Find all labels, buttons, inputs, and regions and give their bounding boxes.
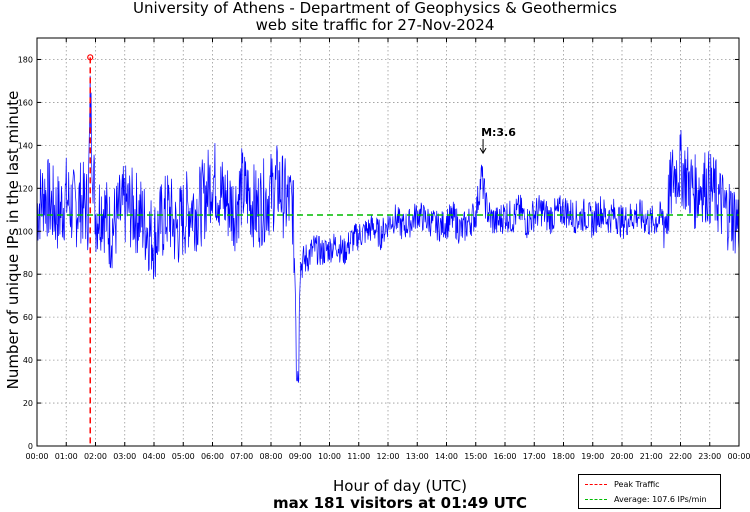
x-tick-label: 21:00	[640, 452, 663, 461]
chart-subtitle: web site traffic for 27-Nov-2024	[255, 16, 495, 34]
x-tick-label: 14:00	[435, 452, 458, 461]
x-tick-label: 04:00	[142, 452, 165, 461]
peak-marker	[87, 54, 94, 61]
y-tick-label: 100	[18, 227, 33, 236]
y-tick-label: 80	[23, 270, 33, 279]
legend-average-swatch	[585, 498, 607, 500]
x-tick-label: 15:00	[464, 452, 487, 461]
legend-peak-swatch	[585, 483, 607, 485]
x-tick-label: 13:00	[406, 452, 429, 461]
y-tick-label: 20	[23, 399, 33, 408]
x-tick-label: 16:00	[493, 452, 516, 461]
x-tick-label: 00:00	[25, 452, 48, 461]
x-tick-label: 08:00	[259, 452, 282, 461]
x-tick-label: 19:00	[581, 452, 604, 461]
x-tick-label: 02:00	[84, 452, 107, 461]
max-visitors-caption: max 181 visitors at 01:49 UTC	[272, 494, 528, 512]
legend: Peak Traffic Average: 107.6 IPs/min	[578, 474, 721, 509]
y-tick-label: 60	[23, 313, 33, 322]
x-tick-label: 09:00	[289, 452, 312, 461]
chart-title: University of Athens - Department of Geo…	[133, 0, 617, 17]
y-tick-label: 40	[23, 356, 33, 365]
legend-peak: Peak Traffic	[585, 478, 660, 490]
y-tick-label: 180	[18, 55, 33, 64]
x-tick-label: 18:00	[552, 452, 575, 461]
annotation-label: M:3.6	[481, 126, 516, 139]
x-tick-label: 01:00	[55, 452, 78, 461]
x-tick-label: 17:00	[523, 452, 546, 461]
x-tick-label: 07:00	[230, 452, 253, 461]
x-tick-label: 22:00	[669, 452, 692, 461]
x-axis-label: Hour of day (UTC)	[333, 477, 467, 495]
x-tick-label: 20:00	[610, 452, 633, 461]
x-tick-label: 12:00	[376, 452, 399, 461]
legend-average: Average: 107.6 IPs/min	[585, 493, 707, 505]
x-tick-label: 23:00	[698, 452, 721, 461]
annotation-arrow-head	[479, 147, 487, 155]
y-tick-label: 160	[18, 98, 33, 107]
y-axis-label: Number of unique IPs in the last minute	[4, 90, 22, 390]
y-tick-label: 120	[18, 184, 33, 193]
x-tick-label: 06:00	[201, 452, 224, 461]
x-tick-label: 05:00	[172, 452, 195, 461]
x-tick-label: 10:00	[318, 452, 341, 461]
legend-average-label: Average: 107.6 IPs/min	[614, 494, 707, 504]
legend-peak-label: Peak Traffic	[614, 479, 660, 489]
x-tick-label: 00:00	[727, 452, 750, 461]
x-tick-label: 03:00	[113, 452, 136, 461]
y-tick-label: 140	[18, 141, 33, 150]
y-tick-label: 0	[28, 442, 33, 451]
x-tick-label: 11:00	[347, 452, 370, 461]
